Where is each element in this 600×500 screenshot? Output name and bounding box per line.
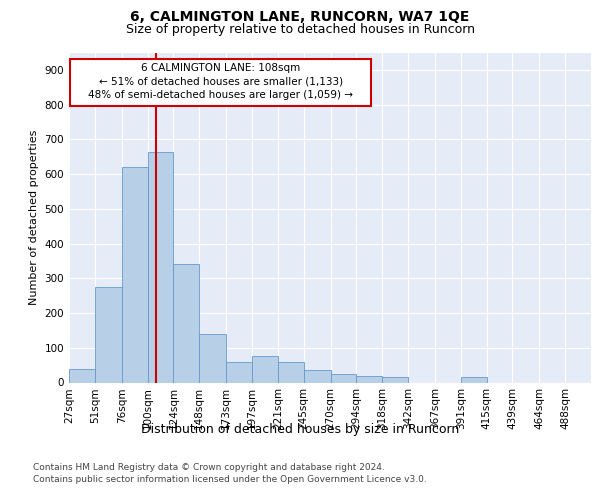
Text: ← 51% of detached houses are smaller (1,133): ← 51% of detached houses are smaller (1,… (98, 76, 343, 86)
Bar (95, 287, 122, 382)
Bar (331, 374, 356, 382)
Text: Size of property relative to detached houses in Runcorn: Size of property relative to detached ho… (125, 22, 475, 36)
Bar (69, 368, 95, 382)
Text: Contains HM Land Registry data © Crown copyright and database right 2024.: Contains HM Land Registry data © Crown c… (33, 462, 385, 471)
Bar (122, 167, 148, 382)
Y-axis label: Number of detached properties: Number of detached properties (29, 130, 39, 305)
Text: 6 CALMINGTON LANE: 108sqm: 6 CALMINGTON LANE: 108sqm (141, 63, 301, 73)
Text: 6, CALMINGTON LANE, RUNCORN, WA7 1QE: 6, CALMINGTON LANE, RUNCORN, WA7 1QE (130, 10, 470, 24)
Bar (148, 152, 173, 382)
Bar (278, 362, 304, 382)
Bar (461, 378, 487, 382)
Bar (173, 264, 199, 382)
Bar (226, 362, 252, 382)
Text: Distribution of detached houses by size in Runcorn: Distribution of detached houses by size … (141, 422, 459, 436)
Bar (304, 370, 331, 382)
Bar (199, 334, 226, 382)
Bar (356, 376, 382, 382)
Bar (252, 356, 278, 382)
Bar (382, 378, 408, 382)
Text: 48% of semi-detached houses are larger (1,059) →: 48% of semi-detached houses are larger (… (88, 90, 353, 101)
Bar (70, 59, 371, 106)
Text: Contains public sector information licensed under the Open Government Licence v3: Contains public sector information licen… (33, 475, 427, 484)
